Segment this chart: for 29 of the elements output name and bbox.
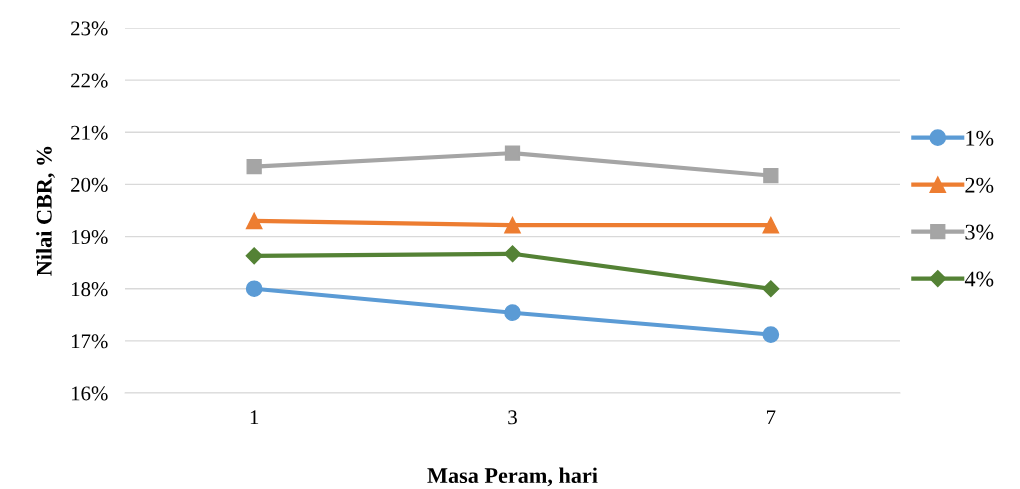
point bbox=[504, 304, 521, 322]
y-tick-label: 23% bbox=[71, 21, 108, 36]
point bbox=[245, 280, 263, 298]
point bbox=[763, 167, 779, 184]
x-axis-title: Masa Peram, hari bbox=[427, 467, 598, 487]
y-tick-label: 17% bbox=[71, 334, 108, 349]
y-tick-label: 16% bbox=[71, 386, 108, 401]
y-axis-title: Nilai CBR, % bbox=[36, 146, 55, 276]
point bbox=[245, 212, 263, 230]
y-tick-label: 20% bbox=[71, 177, 108, 192]
x-tick-label: 7 bbox=[767, 410, 776, 425]
point bbox=[246, 159, 262, 175]
y-tick-label: 22% bbox=[71, 73, 108, 88]
legend-label: 3% bbox=[965, 224, 994, 240]
point bbox=[762, 326, 780, 343]
point bbox=[762, 216, 780, 234]
legend-label: 4% bbox=[964, 271, 994, 287]
point bbox=[503, 245, 522, 263]
y-tick-label: 19% bbox=[71, 229, 108, 245]
point bbox=[504, 216, 521, 234]
y-tick-label: 21% bbox=[71, 125, 108, 140]
point bbox=[245, 247, 263, 265]
legend-label: 2% bbox=[965, 177, 994, 193]
point bbox=[504, 145, 521, 161]
legend-label: 1% bbox=[966, 130, 994, 146]
y-tick-label: 18% bbox=[71, 282, 108, 297]
x-tick-label: 3 bbox=[508, 410, 517, 425]
x-tick-label: 1 bbox=[250, 410, 259, 425]
point bbox=[762, 280, 780, 298]
